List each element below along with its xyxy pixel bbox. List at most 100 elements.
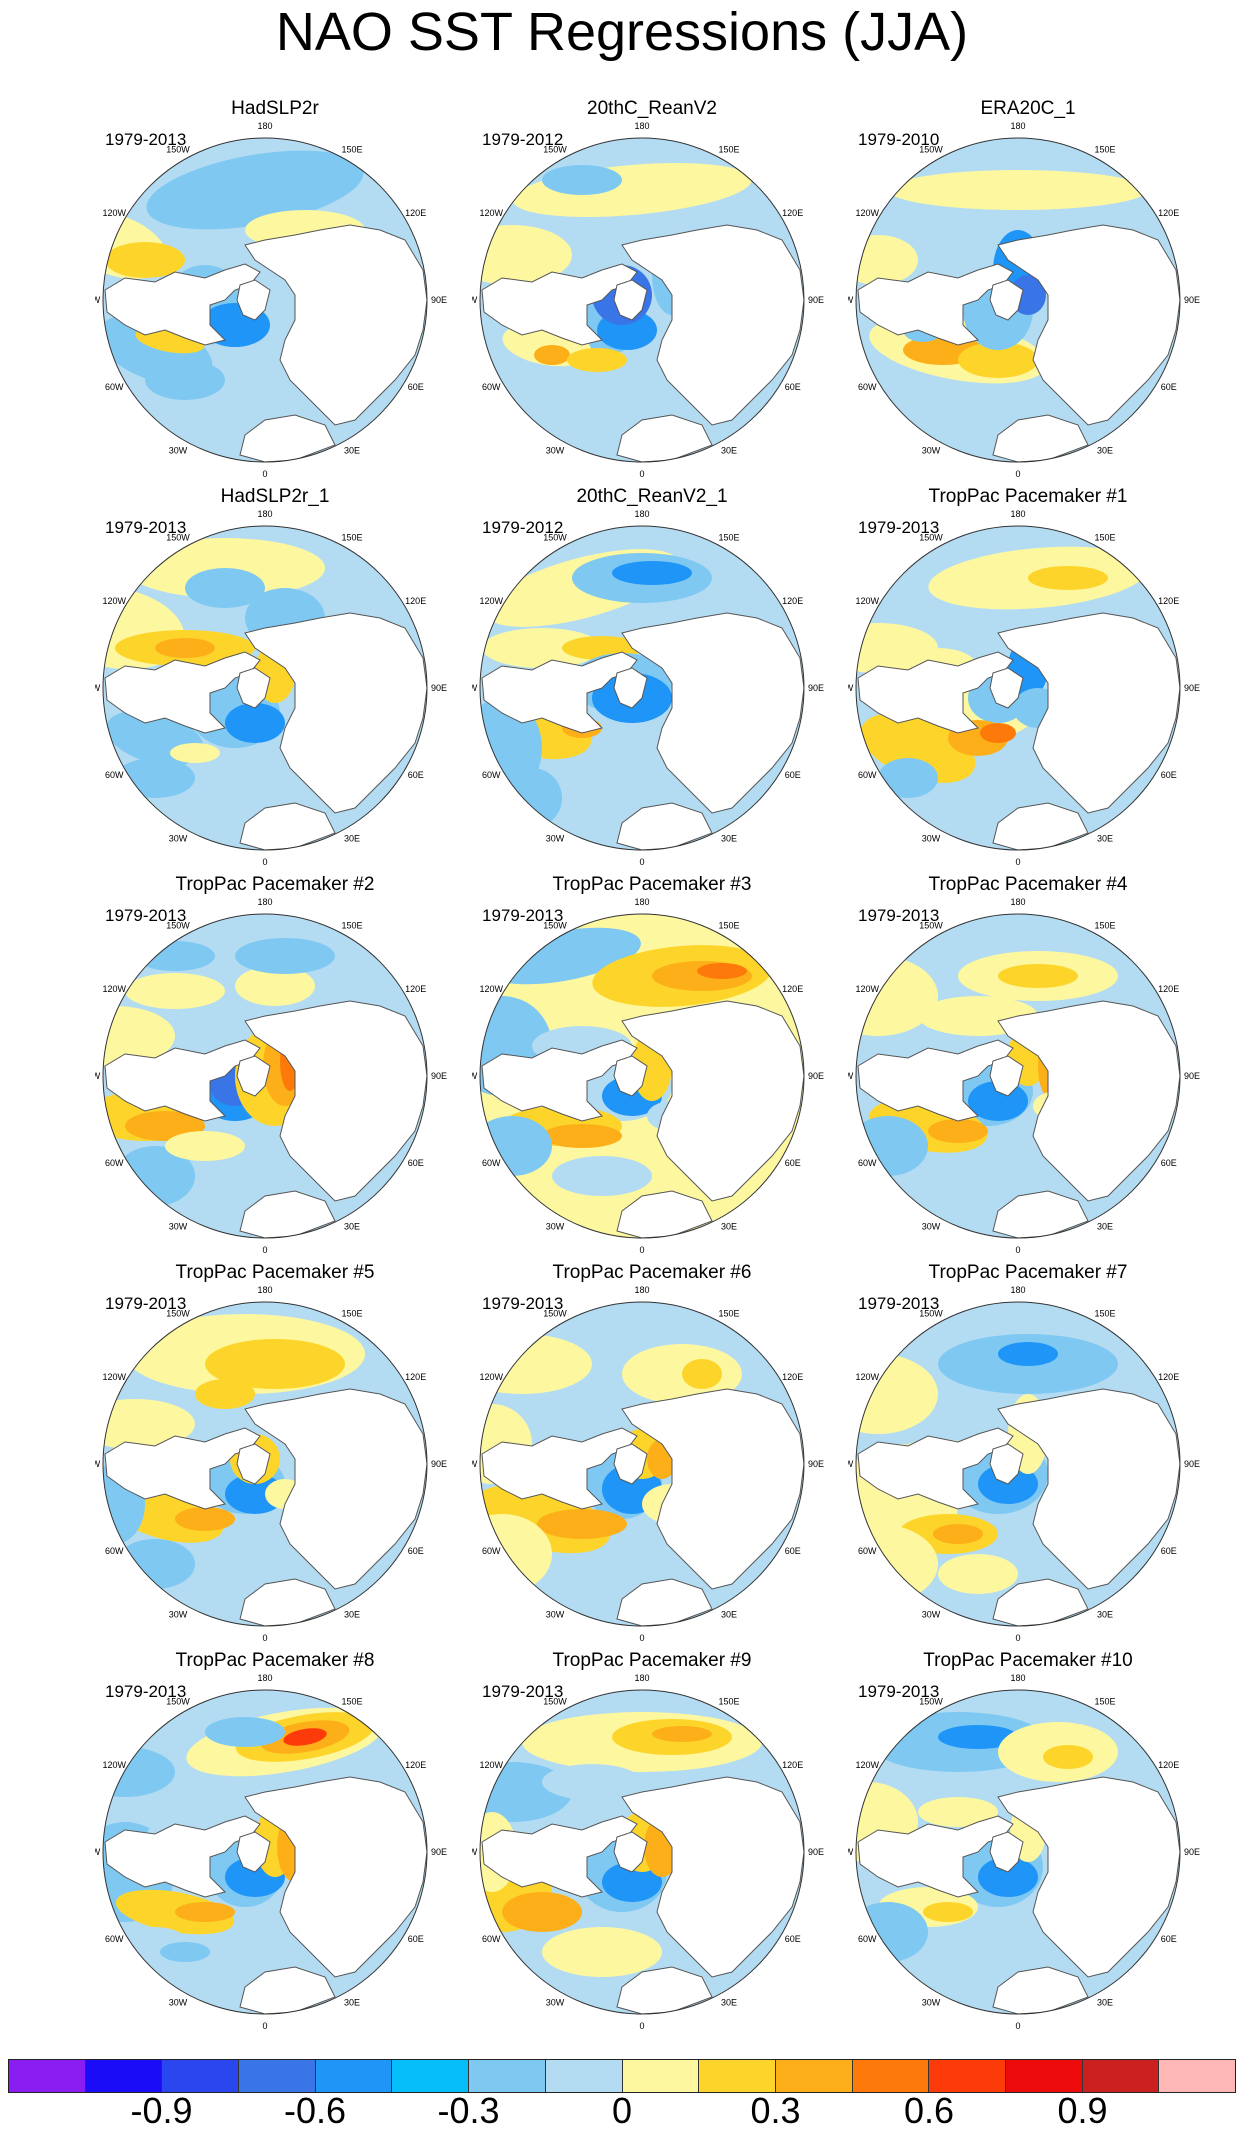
panel-title: TropPac Pacemaker #8 [175, 1650, 375, 1671]
longitude-label: 30W [169, 446, 188, 456]
land-mass [481, 651, 638, 734]
land-mass [613, 279, 648, 321]
map-panel: TropPac Pacemaker #8 180 150E 120E 90E 60E 30E… [95, 1650, 455, 2040]
longitude-label: 120E [405, 596, 426, 606]
sst-anomaly-region [115, 1539, 195, 1589]
map-frame [102, 525, 428, 851]
longitude-label: 150W [919, 1696, 943, 1706]
sst-anomaly-region [1043, 1745, 1093, 1769]
map-frame [855, 137, 1181, 463]
longitude-label: 150E [718, 1696, 739, 1706]
sst-anomaly-region [682, 1359, 722, 1389]
colorbar-swatch [9, 2060, 86, 2092]
longitude-label: 150W [919, 1308, 943, 1318]
longitude-label: 60W [105, 1934, 124, 1944]
polar-map: 180 150E 120E 90E 60E 30E 0 30W 60W 90W 120W 150W [95, 509, 447, 867]
longitude-label: 180 [1010, 509, 1025, 519]
sst-anomaly-region [135, 941, 215, 971]
longitude-label: 150E [718, 920, 739, 930]
longitude-label: 120E [782, 596, 803, 606]
longitude-label: 90W [95, 1459, 101, 1469]
longitude-label: 30E [721, 1222, 737, 1232]
longitude-label: 120E [1158, 596, 1179, 606]
longitude-label: 90W [848, 1847, 854, 1857]
longitude-label: 120W [480, 984, 504, 994]
panel-title: TropPac Pacemaker #4 [928, 874, 1128, 895]
land-mass [239, 802, 336, 850]
polar-map: 180 150E 120E 90E 60E 30E 0 30W 60W 90W 120W 150W [472, 1285, 824, 1643]
longitude-label: 150E [1094, 1308, 1115, 1318]
sst-anomaly-region [160, 1942, 210, 1962]
longitude-label: 180 [634, 1673, 649, 1683]
longitude-label: 150E [1094, 1696, 1115, 1706]
longitude-label: 120W [856, 1760, 880, 1770]
land-mass [236, 1055, 271, 1097]
sst-anomaly-region [856, 956, 938, 1036]
longitude-label: 90E [1184, 1459, 1200, 1469]
map-panel: 20thC_ReanV2_1 180 150E 120E 90E 60E 30E 0 30W 60… [472, 486, 832, 876]
longitude-label: 30W [546, 834, 565, 844]
panel-years: 1979-2013 [858, 906, 940, 925]
longitude-label: 0 [1015, 1633, 1020, 1643]
longitude-label: 60E [1161, 1158, 1177, 1168]
polar-map: 180 150E 120E 90E 60E 30E 0 30W 60W 90W 120W 150W [848, 509, 1200, 867]
longitude-label: 60E [1161, 770, 1177, 780]
sst-anomaly-region [115, 758, 195, 798]
longitude-label: 150W [543, 1696, 567, 1706]
longitude-label: 150E [341, 920, 362, 930]
panel-title: HadSLP2r_1 [220, 486, 330, 507]
panel-years: 1979-2013 [482, 1682, 564, 1701]
polar-map: 180 150E 120E 90E 60E 30E 0 30W 60W 90W 120W 150W [95, 897, 447, 1255]
sst-anomaly-region [878, 758, 938, 798]
longitude-label: 30W [546, 1222, 565, 1232]
longitude-label: 30E [721, 1998, 737, 2008]
land-mass [239, 414, 336, 462]
map-frame [855, 1301, 1181, 1627]
panel-title: TropPac Pacemaker #3 [552, 874, 752, 895]
longitude-label: 60E [408, 1934, 424, 1944]
map-frame [479, 137, 805, 463]
longitude-label: 90E [1184, 683, 1200, 693]
longitude-label: 30W [169, 1222, 188, 1232]
land-mass [989, 1443, 1024, 1485]
longitude-label: 120E [1158, 984, 1179, 994]
sst-anomaly-region [888, 170, 1148, 210]
sst-anomaly-region [103, 1747, 175, 1797]
sst-anomaly-region [938, 1554, 1018, 1594]
longitude-label: 150W [166, 1696, 190, 1706]
longitude-label: 30E [721, 1610, 737, 1620]
panel-years: 1979-2013 [105, 518, 187, 537]
land-mass [621, 1388, 804, 1590]
figure-title: NAO SST Regressions (JJA) [275, 2, 969, 62]
sst-anomaly-region [938, 1725, 1018, 1749]
longitude-label: 90E [431, 1459, 447, 1469]
sst-anomaly-region [918, 1797, 998, 1827]
colorbar-swatch [469, 2060, 546, 2092]
land-mass [104, 1815, 261, 1898]
sst-anomaly-region [856, 1902, 928, 1962]
longitude-label: 60W [482, 1158, 501, 1168]
longitude-label: 120E [405, 1372, 426, 1382]
longitude-label: 60W [858, 382, 877, 392]
colorbar-labels: -0.9 -0.6 -0.3 0 0.3 0.6 0.9 [8, 2092, 1236, 2130]
panel-years: 1979-2013 [858, 1294, 940, 1313]
longitude-label: 30E [344, 1610, 360, 1620]
land-mass [236, 1831, 271, 1873]
sst-anomaly-region [125, 973, 225, 1009]
polar-map: 180 150E 120E 90E 60E 30E 0 30W 60W 90W 120W 150W [472, 121, 824, 479]
map-panel: TropPac Pacemaker #7 180 150E 120E 90E 60E 30E… [848, 1262, 1208, 1652]
sst-anomaly-region [103, 1006, 175, 1066]
land-mass [481, 263, 638, 346]
colorbar [8, 2059, 1236, 2093]
longitude-label: 30W [169, 1610, 188, 1620]
longitude-label: 30E [344, 446, 360, 456]
panel-title: ERA20C_1 [980, 98, 1076, 119]
longitude-label: 0 [639, 857, 644, 867]
polar-map: 180 150E 120E 90E 60E 30E 0 30W 60W 90W 120W 150W [848, 1673, 1200, 2031]
land-mass [997, 1776, 1180, 1978]
polar-map: 180 150E 120E 90E 60E 30E 0 30W 60W 90W 120W 150W [95, 121, 447, 479]
sst-anomaly-region [502, 768, 562, 828]
map-panel: TropPac Pacemaker #2 180 150E 120E 90E 60E 30E… [95, 874, 455, 1264]
longitude-label: 120E [405, 984, 426, 994]
